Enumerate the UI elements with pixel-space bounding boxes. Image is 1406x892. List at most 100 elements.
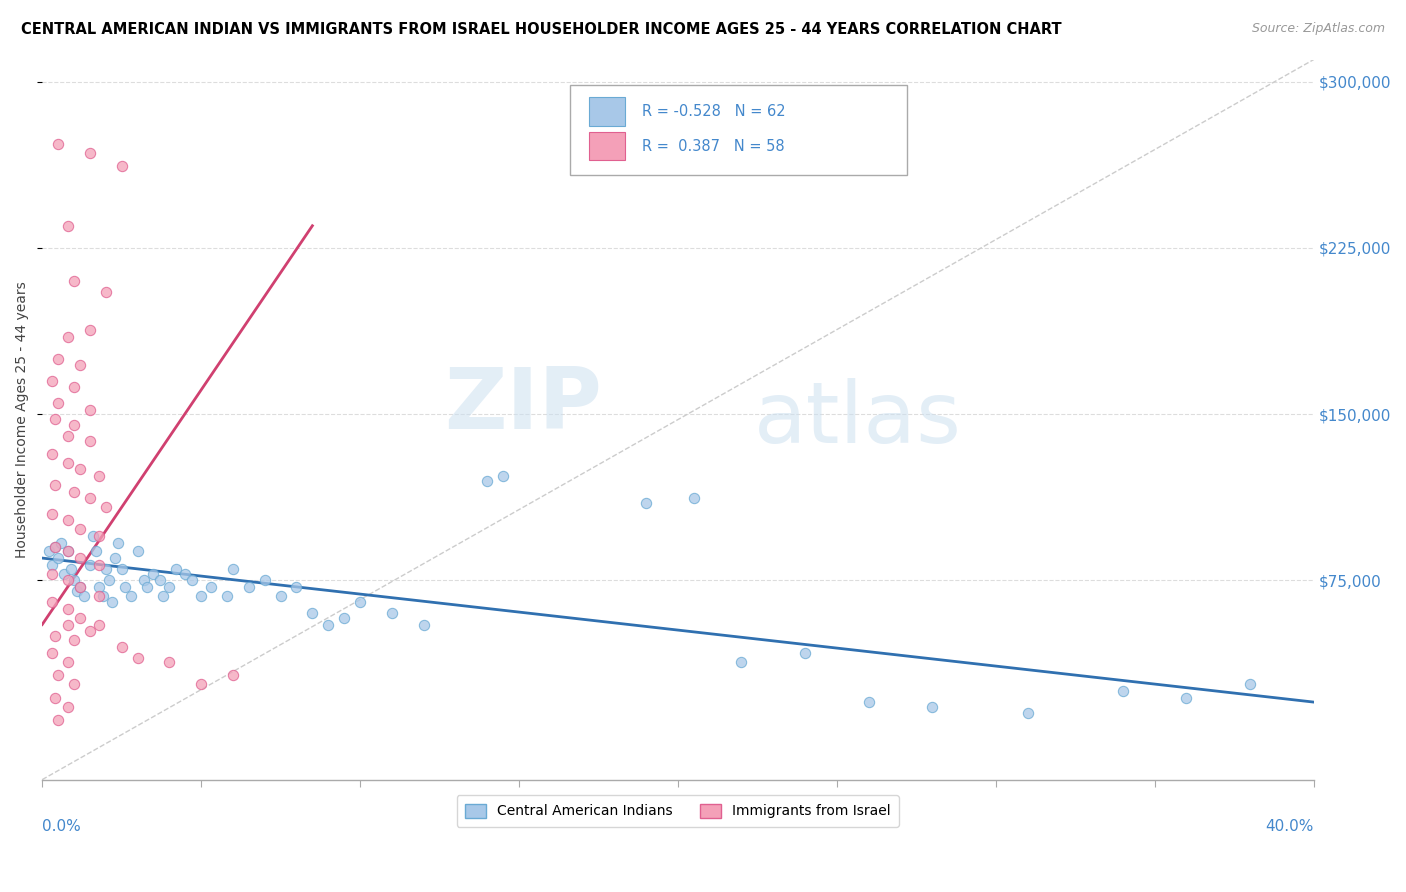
- Bar: [589, 132, 624, 161]
- Point: [111, 562, 134, 576]
- Point: [69, 551, 91, 566]
- Point: [44, 478, 66, 492]
- Point: [53, 566, 76, 581]
- Point: [104, 551, 127, 566]
- Point: [79, 558, 101, 572]
- Point: [63, 484, 86, 499]
- Bar: [589, 97, 624, 126]
- Point: [165, 562, 187, 576]
- Point: [69, 580, 91, 594]
- Point: [794, 646, 817, 660]
- Point: [215, 589, 238, 603]
- Point: [636, 496, 658, 510]
- Point: [59, 562, 82, 576]
- Point: [114, 580, 136, 594]
- Point: [56, 329, 79, 343]
- Point: [89, 617, 111, 632]
- Point: [136, 580, 159, 594]
- Legend: Central American Indians, Immigrants from Israel: Central American Indians, Immigrants fro…: [457, 795, 900, 827]
- Point: [174, 566, 197, 581]
- Point: [111, 640, 134, 654]
- Point: [41, 595, 63, 609]
- Point: [41, 447, 63, 461]
- Point: [94, 285, 117, 300]
- Point: [157, 655, 180, 669]
- Point: [46, 713, 69, 727]
- Point: [63, 274, 86, 288]
- Point: [94, 500, 117, 515]
- Point: [222, 562, 245, 576]
- Point: [1112, 684, 1135, 698]
- Point: [94, 562, 117, 576]
- Point: [56, 655, 79, 669]
- Point: [127, 650, 149, 665]
- Point: [63, 633, 86, 648]
- Point: [111, 159, 134, 173]
- Point: [1239, 677, 1261, 691]
- Point: [349, 595, 371, 609]
- Point: [101, 595, 124, 609]
- Point: [72, 589, 94, 603]
- Point: [190, 589, 212, 603]
- Point: [149, 573, 172, 587]
- Point: [89, 558, 111, 572]
- Point: [63, 677, 86, 691]
- Point: [132, 573, 155, 587]
- Point: [1017, 706, 1039, 721]
- Point: [56, 699, 79, 714]
- Point: [858, 695, 880, 709]
- Point: [333, 611, 356, 625]
- Text: R =  0.387   N = 58: R = 0.387 N = 58: [643, 138, 785, 153]
- Point: [730, 655, 752, 669]
- Point: [152, 589, 174, 603]
- Point: [222, 668, 245, 682]
- Text: CENTRAL AMERICAN INDIAN VS IMMIGRANTS FROM ISRAEL HOUSEHOLDER INCOME AGES 25 - 4: CENTRAL AMERICAN INDIAN VS IMMIGRANTS FR…: [21, 22, 1062, 37]
- Point: [89, 589, 111, 603]
- Point: [79, 491, 101, 506]
- Point: [412, 617, 434, 632]
- Point: [97, 573, 120, 587]
- Point: [44, 411, 66, 425]
- Point: [46, 551, 69, 566]
- Point: [56, 513, 79, 527]
- Point: [381, 607, 404, 621]
- Point: [91, 589, 114, 603]
- Point: [46, 396, 69, 410]
- Point: [63, 380, 86, 394]
- Point: [89, 580, 111, 594]
- Point: [56, 429, 79, 443]
- Point: [44, 690, 66, 705]
- Point: [46, 351, 69, 366]
- Point: [56, 602, 79, 616]
- Point: [69, 462, 91, 476]
- Point: [82, 529, 104, 543]
- Point: [63, 573, 86, 587]
- Point: [79, 323, 101, 337]
- Point: [301, 607, 323, 621]
- Point: [56, 617, 79, 632]
- Point: [270, 589, 292, 603]
- Point: [41, 374, 63, 388]
- Point: [41, 646, 63, 660]
- Point: [56, 219, 79, 233]
- Point: [66, 584, 89, 599]
- Point: [56, 544, 79, 558]
- Point: [69, 580, 91, 594]
- Point: [56, 573, 79, 587]
- Point: [1175, 690, 1198, 705]
- Point: [56, 544, 79, 558]
- Point: [253, 573, 276, 587]
- Point: [79, 624, 101, 639]
- Point: [492, 469, 515, 483]
- Point: [69, 611, 91, 625]
- Point: [79, 145, 101, 160]
- Point: [44, 629, 66, 643]
- Point: [44, 540, 66, 554]
- Point: [89, 469, 111, 483]
- Text: 40.0%: 40.0%: [1265, 819, 1313, 834]
- Text: Source: ZipAtlas.com: Source: ZipAtlas.com: [1251, 22, 1385, 36]
- Point: [41, 566, 63, 581]
- Point: [120, 589, 142, 603]
- Point: [285, 580, 308, 594]
- Point: [51, 535, 73, 549]
